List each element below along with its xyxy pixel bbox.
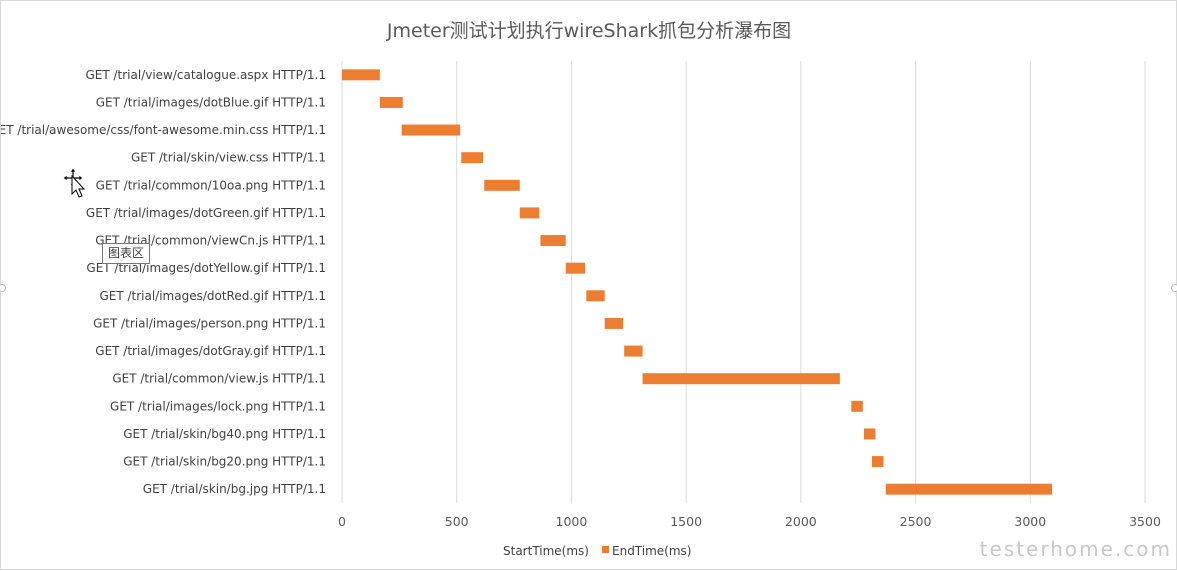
bar-segment-end-time[interactable]: [586, 290, 605, 302]
bars: [342, 69, 1053, 495]
category-label: GET /trial/images/dotRed.gif HTTP/1.1: [99, 289, 326, 303]
category-label: GET /trial/images/lock.png HTTP/1.1: [110, 399, 326, 413]
bar-segment-end-time[interactable]: [519, 207, 540, 219]
x-axis-ticks: 0 500 1000 1500 2000 2500 3000 3500: [338, 514, 1161, 529]
resize-handle-left[interactable]: [0, 284, 6, 292]
bar-segment-end-time[interactable]: [484, 179, 520, 191]
legend-start-time: StartTime(ms): [503, 544, 589, 558]
category-label: GET /trial/skin/bg40.png HTTP/1.1: [123, 427, 326, 441]
x-tick-label: 3500: [1129, 514, 1161, 529]
bar-segment-end-time[interactable]: [851, 400, 863, 412]
category-label: GET /trial/awesome/css/font-awesome.min.…: [1, 123, 326, 137]
bar-segment-end-time[interactable]: [604, 317, 624, 329]
category-label: GET /trial/skin/view.css HTTP/1.1: [131, 151, 326, 165]
bar-segment-end-time[interactable]: [401, 124, 461, 136]
category-label: GET /trial/images/dotGreen.gif HTTP/1.1: [86, 206, 326, 220]
x-tick-label: 3000: [1014, 514, 1046, 529]
category-label: GET /trial/common/view.js HTTP/1.1: [112, 372, 326, 386]
category-labels: GET /trial/view/catalogue.aspx HTTP/1.1 G…: [1, 68, 326, 496]
bar-segment-end-time[interactable]: [461, 152, 484, 164]
move-cursor-icon: [62, 167, 86, 198]
bar-segment-end-time[interactable]: [540, 235, 566, 247]
bar-segment-end-time[interactable]: [565, 262, 586, 274]
bar-segment-end-time[interactable]: [863, 428, 876, 440]
legend-end-time-swatch: [602, 546, 609, 553]
category-label: GET /trial/common/10oa.png HTTP/1.1: [96, 178, 326, 192]
resize-handle-right[interactable]: [1171, 284, 1177, 292]
x-tick-label: 500: [445, 514, 469, 529]
bar-segment-end-time[interactable]: [885, 483, 1053, 495]
x-tick-label: 1000: [556, 514, 588, 529]
gridlines: [341, 61, 1146, 503]
legend: StartTime(ms) EndTime(ms): [503, 544, 691, 558]
category-label: GET /trial/images/person.png HTTP/1.1: [93, 316, 326, 330]
bar-segment-end-time[interactable]: [342, 69, 380, 81]
category-label: GET /trial/images/dotGray.gif HTTP/1.1: [95, 344, 326, 358]
category-label: GET /trial/skin/bg.jpg HTTP/1.1: [143, 482, 326, 496]
bar-segment-end-time[interactable]: [642, 373, 840, 385]
category-label: GET /trial/common/viewCn.js HTTP/1.1: [95, 234, 326, 248]
bar-segment-end-time[interactable]: [624, 345, 643, 357]
x-tick-label: 2000: [785, 514, 817, 529]
chart-area-tooltip: 图表区: [102, 243, 151, 264]
watermark: testerhome.com: [979, 537, 1172, 561]
legend-end-time: EndTime(ms): [612, 544, 691, 558]
bar-segment-end-time[interactable]: [871, 456, 884, 468]
category-label: GET /trial/images/dotBlue.gif HTTP/1.1: [96, 95, 326, 109]
x-tick-label: 0: [338, 514, 346, 529]
category-label: GET /trial/view/catalogue.aspx HTTP/1.1: [85, 68, 326, 82]
bar-segment-end-time[interactable]: [379, 96, 403, 108]
chart-title: Jmeter测试计划执行wireShark抓包分析瀑布图: [386, 20, 791, 42]
category-label: GET /trial/images/dotYellow.gif HTTP/1.1: [86, 261, 326, 275]
x-tick-label: 2500: [900, 514, 932, 529]
x-tick-label: 1500: [670, 514, 702, 529]
category-label: GET /trial/skin/bg20.png HTTP/1.1: [123, 455, 326, 469]
